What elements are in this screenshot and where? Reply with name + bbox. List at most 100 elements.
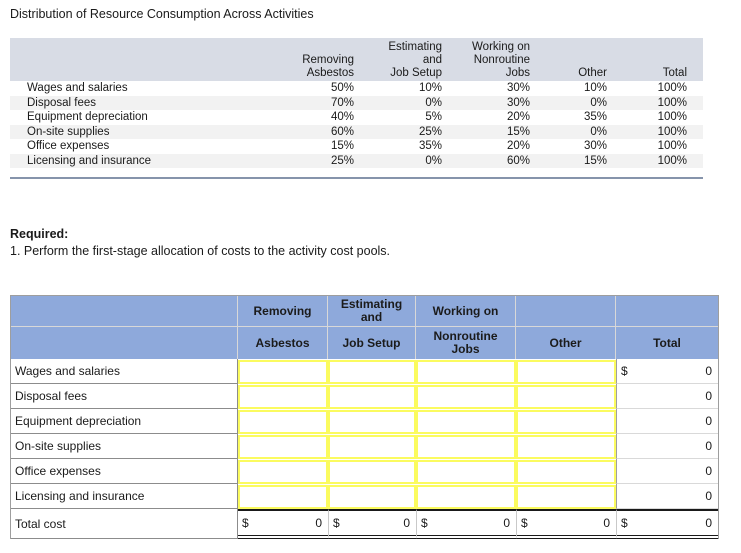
input-cell — [328, 384, 416, 409]
allocation-input[interactable] — [238, 484, 328, 509]
input-cell — [328, 459, 416, 484]
row-label: Equipment depreciation — [27, 111, 148, 124]
percent-value: 10% — [583, 82, 607, 95]
allocation-input[interactable] — [516, 384, 616, 409]
column-header-removing: Removing — [238, 296, 328, 327]
column-total-cell: $ 0 — [416, 509, 516, 539]
allocation-input[interactable] — [238, 384, 328, 409]
input-cell — [328, 484, 416, 509]
row-label: Licensing and insurance — [11, 484, 238, 509]
total-cost-row: Total cost $ 0 $ 0 $ 0 $ 0 $ — [11, 509, 718, 539]
currency-symbol: $ — [333, 516, 340, 530]
percent-value: 0% — [546, 95, 623, 110]
column-header-nonroutine-jobs: Nonroutine Jobs — [416, 327, 516, 359]
row-label: Office expenses — [11, 459, 238, 484]
allocation-input[interactable] — [328, 434, 416, 459]
percent-value: 35% — [418, 140, 442, 153]
distribution-table: Removing Asbestos Estimating and Job Set… — [10, 38, 703, 168]
percent-value: 20% — [506, 140, 530, 153]
allocation-input[interactable] — [516, 484, 616, 509]
allocation-input[interactable] — [238, 434, 328, 459]
input-cell — [416, 434, 516, 459]
allocation-row-office: Office expenses 0 — [11, 459, 718, 484]
allocation-input[interactable] — [328, 384, 416, 409]
column-header-blank — [616, 296, 718, 327]
column-header-estimating-and: Estimating and — [328, 296, 416, 327]
row-label: Wages and salaries — [11, 359, 238, 384]
input-cell — [516, 484, 616, 509]
required-item-1: 1. Perform the first-stage allocation of… — [10, 244, 391, 258]
percent-value: 15% — [546, 153, 623, 168]
allocation-input[interactable] — [516, 434, 616, 459]
column-header-total: Total — [616, 327, 718, 359]
input-cell — [516, 459, 616, 484]
allocation-input[interactable] — [416, 434, 516, 459]
percent-value: 0% — [546, 124, 623, 139]
allocation-input[interactable] — [516, 409, 616, 434]
column-total-value: 0 — [403, 516, 410, 530]
table-bottom-rule — [10, 177, 703, 179]
input-cell — [238, 434, 328, 459]
column-total-value: 0 — [503, 516, 510, 530]
column-total-value: 0 — [603, 516, 610, 530]
row-label: Total cost — [11, 509, 238, 539]
table-row: Disposal fees 70% 0% 30% 0% 100% — [10, 95, 703, 110]
percent-value: 70% — [215, 95, 370, 110]
row-label: Office expenses — [27, 140, 110, 153]
percent-value: 25% — [370, 124, 458, 139]
table-row: Licensing and insurance 25% 0% 60% 15% 1… — [10, 153, 703, 168]
row-total-cell: $ 0 — [616, 359, 718, 384]
allocation-row-equipment: Equipment depreciation 0 — [11, 409, 718, 434]
column-header-blank — [11, 296, 238, 327]
percent-value: 30% — [583, 140, 607, 153]
row-label: Equipment depreciation — [11, 409, 238, 434]
column-total-cell: $ 0 — [238, 509, 328, 539]
column-header-other: Other — [546, 38, 623, 81]
input-cell — [238, 359, 328, 384]
allocation-input[interactable] — [416, 459, 516, 484]
allocation-input[interactable] — [238, 359, 328, 384]
allocation-row-disposal: Disposal fees 0 — [11, 384, 718, 409]
row-total-value: 0 — [705, 364, 712, 378]
allocation-input[interactable] — [328, 359, 416, 384]
allocation-input[interactable] — [328, 409, 416, 434]
allocation-input[interactable] — [416, 484, 516, 509]
percent-value: 100% — [623, 95, 703, 110]
table-row: Wages and salaries 50% 10% 30% 10% 100% — [10, 81, 703, 96]
allocation-header-row-1: Removing Estimating and Working on — [11, 296, 718, 327]
row-label: Disposal fees — [10, 95, 215, 110]
allocation-input[interactable] — [238, 409, 328, 434]
allocation-input[interactable] — [416, 359, 516, 384]
percent-value: 50% — [330, 82, 354, 95]
allocation-input[interactable] — [328, 459, 416, 484]
required-heading: Required: — [10, 227, 69, 241]
row-label: Licensing and insurance — [10, 153, 215, 168]
row-total-cell: 0 — [616, 434, 718, 459]
allocation-input[interactable] — [238, 459, 328, 484]
row-total-value: 0 — [705, 389, 712, 403]
column-header-total: Total — [623, 38, 703, 81]
column-total-cell: $ 0 — [516, 509, 616, 539]
percent-value: 30% — [506, 82, 530, 95]
column-header-blank — [516, 296, 616, 327]
allocation-input[interactable] — [416, 409, 516, 434]
input-cell — [238, 484, 328, 509]
allocation-header-row-2: Asbestos Job Setup Nonroutine Jobs Other… — [11, 327, 718, 359]
input-cell — [416, 409, 516, 434]
allocation-input[interactable] — [516, 359, 616, 384]
table-row: On-site supplies 60% 25% 15% 0% 100% — [10, 124, 703, 139]
table-row: Equipment depreciation 40% 5% 20% 35% 10… — [10, 110, 703, 125]
input-cell — [416, 384, 516, 409]
allocation-input[interactable] — [516, 459, 616, 484]
input-cell — [238, 409, 328, 434]
currency-symbol: $ — [521, 516, 528, 530]
input-cell — [328, 409, 416, 434]
percent-value: 5% — [425, 111, 442, 124]
allocation-input[interactable] — [416, 384, 516, 409]
percent-value: 60% — [215, 124, 370, 139]
allocation-input[interactable] — [328, 484, 416, 509]
column-header-other: Other — [516, 327, 616, 359]
input-cell — [416, 484, 516, 509]
input-cell — [516, 384, 616, 409]
